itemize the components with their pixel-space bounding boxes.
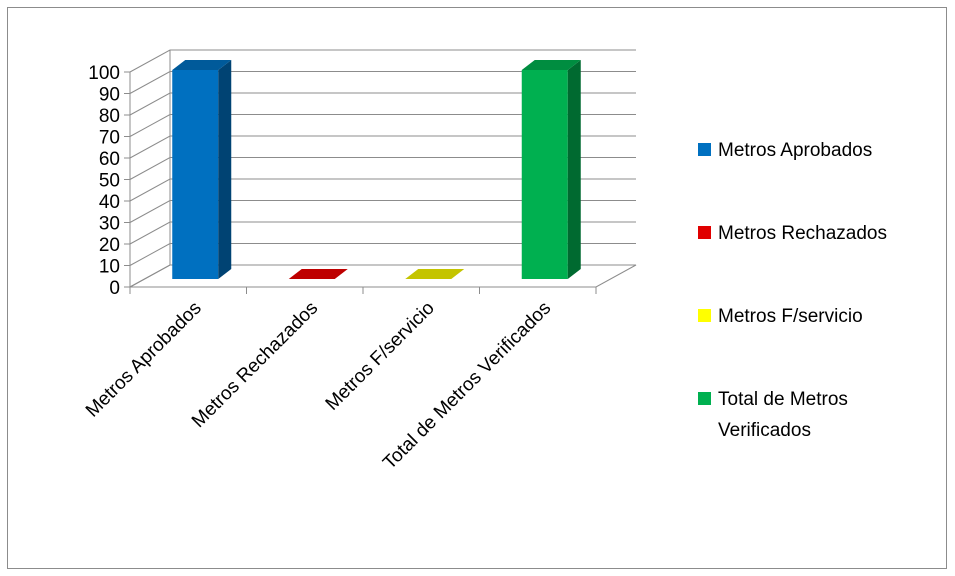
y-tick-label: 50 [99, 171, 120, 192]
chart-frame: 0 10 20 30 40 50 60 70 80 90 100 Metros Aprobados M… [7, 7, 947, 569]
bar-top [521, 60, 581, 70]
y-tick-label: 80 [99, 106, 120, 127]
legend-swatch [698, 309, 711, 322]
legend-label: Total de Metros [718, 389, 848, 410]
y-tick-label: 70 [99, 128, 120, 149]
legend-swatch [698, 143, 711, 156]
x-category-label: Metros F/servicio [322, 298, 439, 415]
legend-entry: Total de Metros Verificados [698, 389, 848, 441]
bar-2 [288, 269, 348, 279]
y-tick-label: 100 [88, 63, 120, 84]
y-tick-label: 0 [109, 278, 120, 299]
legend-swatch [698, 392, 711, 405]
bar-top [288, 269, 348, 279]
legend-swatch [698, 226, 711, 239]
bar-top [172, 60, 232, 70]
x-category-label: Metros Rechazados [188, 298, 322, 432]
bars [172, 60, 581, 279]
bar-top [405, 269, 465, 279]
legend-label: Metros Aprobados [718, 140, 872, 161]
bar-3 [405, 269, 465, 279]
y-tick-label: 40 [99, 192, 120, 213]
bar-4 [521, 60, 581, 279]
y-tick-label: 30 [99, 214, 120, 235]
legend-label: Metros F/servicio [718, 306, 863, 327]
bar-side [567, 60, 581, 279]
y-tick-label: 10 [99, 257, 120, 278]
bar-front [172, 70, 219, 279]
bar-1 [172, 60, 232, 279]
y-tick-label: 90 [99, 85, 120, 106]
legend-label: Verificados [718, 420, 811, 441]
legend-entry: Metros Aprobados [698, 140, 872, 161]
legend-entry: Metros F/servicio [698, 306, 863, 327]
x-category-label: Metros Aprobados [82, 298, 206, 422]
bar-side [218, 60, 232, 279]
y-tick-label: 60 [99, 149, 120, 170]
legend-entry: Metros Rechazados [698, 223, 887, 244]
y-tick-label: 20 [99, 235, 120, 256]
legend-label: Metros Rechazados [718, 223, 887, 244]
legend: Metros Aprobados Metros Rechazados Metros … [698, 140, 887, 441]
bar-front [521, 70, 568, 279]
